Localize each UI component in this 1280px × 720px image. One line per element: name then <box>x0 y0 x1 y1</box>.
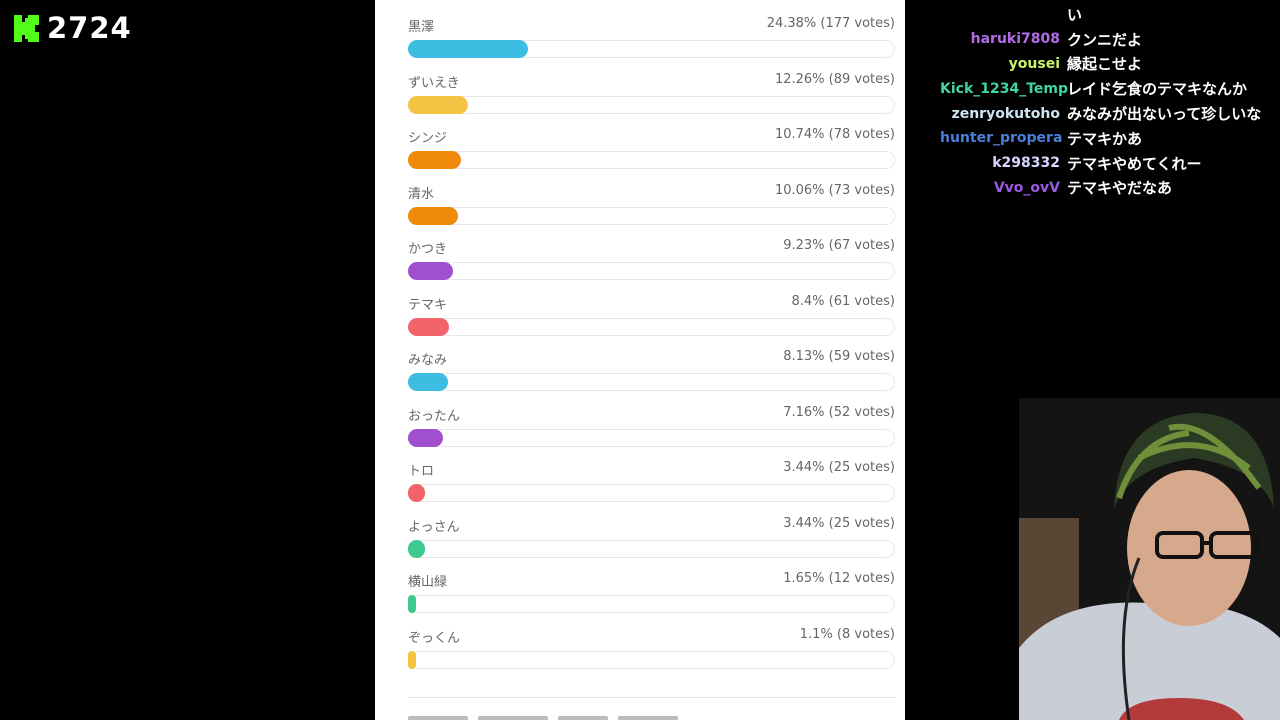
chat-text: クンニだよ <box>1067 30 1143 49</box>
viewer-counter: 2724 <box>14 14 132 43</box>
chat-message: hunter_propera テマキかあ <box>940 126 1280 151</box>
streamer-image <box>1019 398 1280 720</box>
chat-text: テマキやだなあ <box>1067 179 1173 198</box>
poll-option-stat: 1.65% (12 votes) <box>783 571 895 586</box>
poll-option: 黒澤 24.38% (177 votes) <box>408 10 895 66</box>
poll-option-stat: 10.06% (73 votes) <box>774 182 895 198</box>
poll-option: 横山緑 1.65% (12 votes) <box>408 565 895 621</box>
poll-option-stat: 3.44% (25 votes) <box>783 460 895 475</box>
poll-option-stat: 24.38% (177 votes) <box>766 16 895 31</box>
poll-bar-track <box>408 650 895 669</box>
poll-option-label: 横山緑 <box>408 575 448 590</box>
poll-bar-fill <box>408 317 449 336</box>
poll-bar-track <box>408 151 895 169</box>
poll-bar-track <box>408 484 895 502</box>
poll-option-stat: 7.16% (52 votes) <box>783 404 895 420</box>
chat-username[interactable]: Vvo_ovV <box>993 179 1060 196</box>
viewer-count: 2724 <box>47 11 132 45</box>
chat-message: yousei 縁起こせよ <box>940 52 1280 77</box>
poll-bar-fill <box>408 95 468 114</box>
chat-text: テマキやめてくれー <box>1067 154 1202 173</box>
poll-option: ぞっくん 1.1% (8 votes) <box>408 621 895 677</box>
poll-bar-fill <box>408 650 416 669</box>
poll-divider <box>408 697 895 698</box>
poll-option-stat: 8.13% (59 votes) <box>783 349 895 364</box>
poll-bar-track <box>408 40 895 58</box>
poll-option-stat: 1.1% (8 votes) <box>799 626 895 642</box>
kick-logo-icon <box>14 15 39 42</box>
chat-text: レイド乞食のテマキなんか <box>1067 80 1248 99</box>
poll-option-stat: 3.44% (25 votes) <box>783 515 895 531</box>
chat-overlay: い haruki7808 クンニだよ yousei 縁起こせよ Kick_1234_Tem… <box>940 2 1280 200</box>
poll-option-label: ずいえき <box>408 75 460 91</box>
poll-option: 清水 10.06% (73 votes) <box>408 177 895 233</box>
poll-bar-fill <box>408 206 458 225</box>
poll-bar-fill <box>408 484 425 502</box>
poll-option-stat: 8.4% (61 votes) <box>791 293 896 309</box>
poll-option: テマキ 8.4% (61 votes) <box>408 288 895 344</box>
poll-bar-fill <box>408 539 425 558</box>
poll-option: トロ 3.44% (25 votes) <box>408 454 895 510</box>
chat-text: テマキかあ <box>1067 129 1143 148</box>
poll-option: みなみ 8.13% (59 votes) <box>408 343 895 399</box>
webcam-feed <box>1019 398 1280 720</box>
chat-message: zenryokutoho みなみが出ないって珍しいな <box>940 101 1280 126</box>
poll-bar-fill <box>408 262 453 280</box>
poll-bar-track <box>408 262 895 280</box>
poll-bar-fill <box>408 428 443 447</box>
chat-text: い <box>1067 5 1083 24</box>
poll-option-label: テマキ <box>408 297 448 313</box>
chat-message: い <box>940 2 1280 27</box>
poll-option-stat: 10.74% (78 votes) <box>774 127 895 142</box>
poll-option-stat: 12.26% (89 votes) <box>774 71 895 87</box>
poll-bar-track <box>408 317 895 336</box>
poll-option: かつき 9.23% (67 votes) <box>408 232 895 288</box>
chat-username[interactable]: Kick_1234_Temp <box>940 80 1069 97</box>
chat-message: haruki7808 クンニだよ <box>940 27 1280 52</box>
poll-bar-track <box>408 206 895 225</box>
poll-bar-track <box>408 539 895 558</box>
poll-option-stat: 9.23% (67 votes) <box>783 238 895 253</box>
chat-username[interactable]: yousei <box>1008 55 1060 72</box>
poll-option-label: 清水 <box>408 186 435 202</box>
poll-option: よっさん 3.44% (25 votes) <box>408 510 895 566</box>
chat-text: 縁起こせよ <box>1067 55 1143 74</box>
poll-panel: 黒澤 24.38% (177 votes) ずいえき 12.26% (89 votes… <box>375 0 905 720</box>
poll-option-label: よっさん <box>408 519 460 535</box>
poll-bar-track <box>408 428 895 447</box>
poll-bar-fill <box>408 40 528 58</box>
chat-message: Vvo_ovV テマキやだなあ <box>940 176 1280 201</box>
poll-option-label: シンジ <box>408 131 448 146</box>
poll-footer <box>408 711 708 720</box>
poll-bar-fill <box>408 373 448 391</box>
poll-bar-track <box>408 95 895 114</box>
poll-bar-fill <box>408 151 461 169</box>
poll-option-label: かつき <box>408 242 448 257</box>
chat-message: Kick_1234_Temp レイド乞食のテマキなんか <box>940 76 1280 101</box>
chat-username[interactable]: zenryokutoho <box>951 105 1060 122</box>
poll-option: シンジ 10.74% (78 votes) <box>408 121 895 177</box>
poll-bar-track <box>408 595 895 613</box>
chat-message: k298332 テマキやめてくれー <box>940 151 1280 176</box>
poll-option-label: みなみ <box>408 353 448 368</box>
chat-username[interactable]: haruki7808 <box>970 31 1060 48</box>
poll-option-label: 黒澤 <box>408 20 435 35</box>
chat-username[interactable]: k298332 <box>992 155 1060 172</box>
poll-option: ずいえき 12.26% (89 votes) <box>408 66 895 122</box>
poll-bar-fill <box>408 595 416 613</box>
chat-text: みなみが出ないって珍しいな <box>1067 105 1262 124</box>
poll-option: おったん 7.16% (52 votes) <box>408 399 895 455</box>
poll-option-label: おったん <box>408 408 461 424</box>
chat-username[interactable]: hunter_propera <box>940 130 1063 147</box>
poll-bar-track <box>408 373 895 391</box>
poll-option-label: ぞっくん <box>408 630 461 646</box>
poll-option-label: トロ <box>408 464 435 479</box>
